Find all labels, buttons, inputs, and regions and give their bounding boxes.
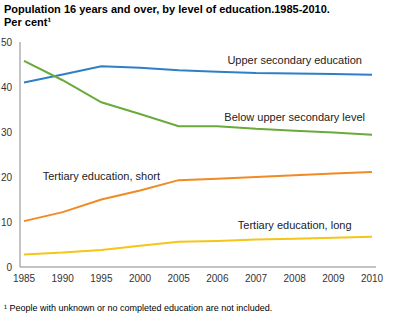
svg-text:20: 20 [8,172,12,183]
svg-text:1995: 1995 [90,273,113,284]
svg-text:40: 40 [8,82,12,93]
svg-text:Upper secondary education: Upper secondary education [227,54,362,66]
svg-text:30: 30 [8,127,12,138]
svg-text:2005: 2005 [168,273,191,284]
svg-text:2007: 2007 [245,273,268,284]
svg-text:Tertiary education, short: Tertiary education, short [43,170,160,182]
svg-text:2008: 2008 [284,273,307,284]
svg-text:0: 0 [8,262,12,273]
html-text:¹ People with unknown or no co: ¹ People with unknown or no completed ed… [4,303,273,313]
svg-text:Tertiary education, long: Tertiary education, long [238,219,352,231]
svg-text:1990: 1990 [52,273,75,284]
html-text:Population 16 years and over,: Population 16 years and over, by level o… [4,3,330,15]
svg-text:2006: 2006 [206,273,229,284]
svg-text:10: 10 [8,217,12,228]
svg-text:1985: 1985 [13,273,36,284]
svg-text:Below upper secondary level: Below upper secondary level [224,111,365,123]
svg-text:2000: 2000 [129,273,152,284]
html-text:Per cent¹: Per cent¹ [4,16,52,28]
svg-text:50: 50 [8,37,12,48]
svg-text:2010: 2010 [361,273,384,284]
svg-text:2009: 2009 [322,273,345,284]
